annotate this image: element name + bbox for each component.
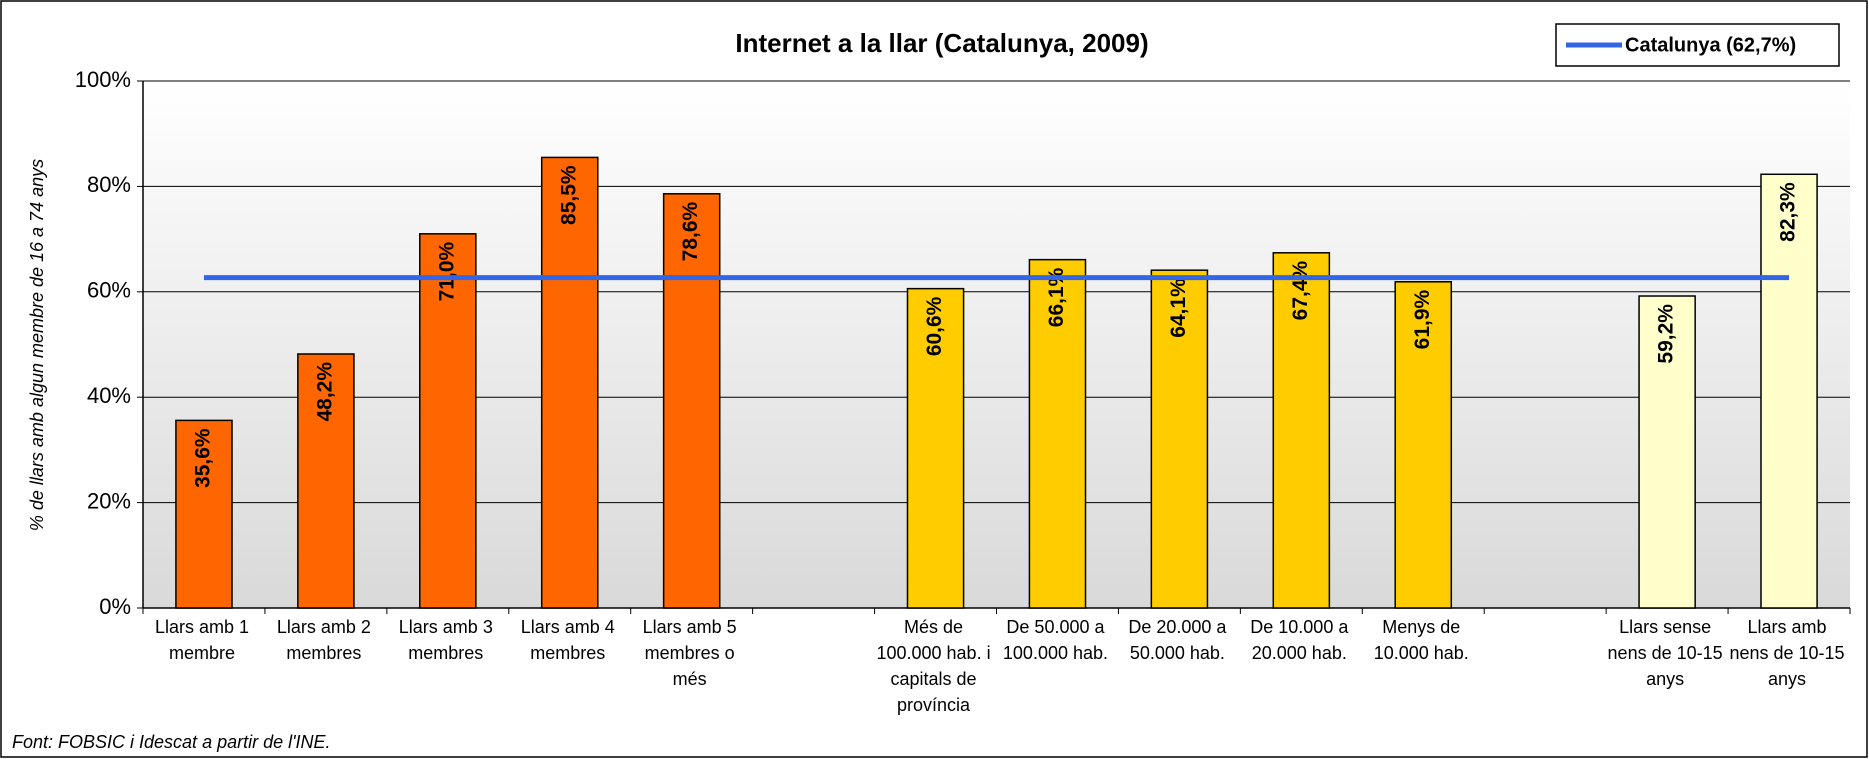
data-label: 60,6% [923, 296, 946, 356]
data-label: 67,4% [1289, 260, 1312, 320]
data-label: 48,2% [313, 362, 336, 422]
y-tick-label: 0% [99, 594, 131, 619]
data-label: 82,3% [1777, 182, 1800, 242]
x-tick-label: De 20.000 a 50.000 hab. [1128, 617, 1227, 663]
data-label: 61,9% [1411, 289, 1434, 349]
x-tick-label: Llars sense nens de 10-15 anys [1607, 617, 1723, 689]
x-tick-label: De 10.000 a 20.000 hab. [1250, 617, 1349, 663]
bar [540, 156, 599, 609]
bar [1150, 269, 1209, 609]
y-tick-label: 100% [75, 67, 131, 92]
y-tick-label: 40% [87, 383, 131, 408]
bar [1028, 258, 1087, 609]
y-tick-label: 80% [87, 172, 131, 197]
bar [1272, 252, 1331, 609]
legend-box [1555, 23, 1840, 67]
x-tick-label: De 50.000 a 100.000 hab. [1002, 617, 1109, 663]
y-tick-label: 20% [87, 488, 131, 513]
data-label: 64,1% [1167, 278, 1190, 338]
bar [419, 233, 477, 609]
source-note: Font: FOBSIC i Idescat a partir de l'INE… [12, 732, 331, 752]
bar [1394, 281, 1453, 609]
bar [662, 193, 721, 609]
bar [906, 287, 965, 609]
x-tick-label: Més de 100.000 hab. i capitals de provín… [876, 617, 991, 715]
bar [1760, 173, 1818, 609]
data-label: 71,0% [435, 242, 458, 302]
y-axis-label: % de llars amb algun membre de 16 a 74 a… [27, 159, 47, 531]
data-label: 35,6% [192, 428, 215, 488]
bar [1638, 295, 1696, 609]
x-tick-label: Llars amb 1 membre [154, 617, 249, 663]
legend-label: Catalunya (62,7%) [1625, 34, 1796, 56]
y-tick-label: 60% [87, 278, 131, 303]
bar [297, 353, 355, 609]
data-label: 78,6% [679, 201, 702, 261]
x-tick-label: Llars amb 5 membres o més [642, 617, 737, 689]
x-tick-label: Menys de 10.000 hab. [1373, 617, 1469, 663]
data-label: 85,5% [557, 165, 580, 225]
x-tick-label: Llars amb nens de 10-15 anys [1729, 617, 1845, 689]
data-label: 66,1% [1045, 267, 1068, 327]
data-label: 59,2% [1655, 304, 1678, 364]
x-tick-label: Llars amb 3 membres [398, 617, 493, 663]
x-tick-label: Llars amb 4 membres [520, 617, 615, 663]
bar [175, 419, 233, 609]
x-tick-label: Llars amb 2 membres [276, 617, 371, 663]
plot-area [143, 81, 1850, 608]
chart-title: Internet a la llar (Catalunya, 2009) [735, 28, 1148, 58]
